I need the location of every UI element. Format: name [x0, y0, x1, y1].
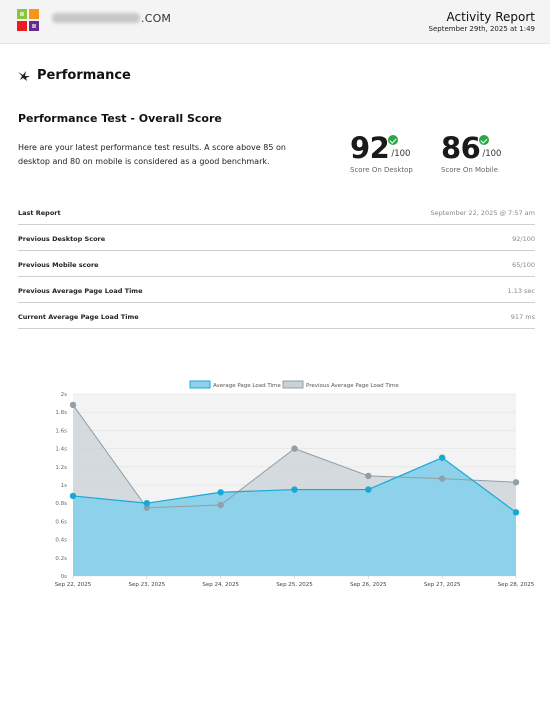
check-icon — [388, 135, 398, 145]
previous-load-time-point — [217, 501, 224, 509]
current-load-time-point — [512, 509, 520, 516]
stat-row-previous-load-time: Previous Average Page Load Time 1.13 sec — [18, 277, 535, 303]
stat-value: September 22, 2025 @ 7:57 am — [430, 209, 535, 217]
previous-load-time-point — [143, 504, 151, 511]
stat-row-last-report: Last Report September 22, 2025 @ 7:57 am — [18, 199, 535, 225]
legend-label-previous: Previous Average Page Load Time — [306, 383, 399, 389]
current-load-time-area — [73, 457, 516, 576]
stats-table: Last Report September 22, 2025 @ 7:57 am… — [18, 199, 535, 329]
test-description: Here are your latest performance test re… — [18, 143, 286, 166]
check-icon — [479, 135, 489, 145]
x-tick-label: Sep 25, 2025 — [276, 582, 313, 588]
legend-swatch-current — [189, 380, 211, 389]
domain-suffix: .COM — [141, 12, 172, 25]
current-load-time-point — [143, 500, 151, 507]
mobile-score: 86/100 Score On Mobile — [441, 131, 502, 174]
x-tick-label: Sep 22, 2025 — [55, 582, 92, 588]
y-tick-label: 1.6s — [55, 428, 67, 434]
current-load-time-point — [217, 489, 224, 496]
stat-value: 1.13 sec — [507, 287, 536, 295]
x-tick-label: Sep 23, 2025 — [129, 582, 166, 588]
stat-label: Last Report — [18, 209, 61, 217]
previous-load-time-point — [291, 445, 298, 452]
desktop-score-value: 92 — [350, 131, 390, 165]
report-date: September 29th, 2025 at 1:49 — [428, 25, 535, 33]
mobile-score-max: /100 — [482, 149, 502, 159]
stat-row-previous-mobile-score: Previous Mobile score 65/100 — [18, 251, 535, 277]
y-tick-label: 1.8s — [55, 410, 67, 416]
y-tick-label: 2s — [61, 392, 67, 398]
current-load-time-point — [69, 492, 77, 500]
current-load-time-point — [291, 486, 298, 493]
desktop-score-label: Score On Desktop — [350, 166, 413, 174]
mobile-score-value: 86 — [441, 131, 481, 165]
report-title: Activity Report — [446, 10, 535, 24]
stat-value: 65/100 — [512, 261, 535, 269]
stat-value: 92/100 — [512, 235, 535, 243]
site-domain: .COM — [52, 12, 171, 25]
section-title: Performance — [37, 68, 131, 83]
mobile-score-label: Score On Mobile — [441, 166, 498, 174]
stat-value: 917 ms — [510, 313, 535, 321]
stat-label: Previous Average Page Load Time — [18, 287, 143, 295]
current-load-time-point — [438, 454, 446, 461]
x-tick-label: Sep 27, 2025 — [424, 582, 461, 588]
stat-row-current-load-time: Current Average Page Load Time 917 ms — [18, 303, 535, 329]
logo-icon — [17, 9, 39, 31]
x-tick-label: Sep 26, 2025 — [350, 582, 387, 588]
x-tick-label: Sep 24, 2025 — [202, 582, 239, 588]
report-header: .COM Activity Report September 29th, 202… — [0, 0, 550, 44]
legend-swatch-previous — [282, 380, 304, 389]
y-tick-label: 1.4s — [55, 447, 67, 453]
redacted-domain — [52, 13, 140, 23]
y-tick-label: 0s — [61, 574, 67, 580]
previous-load-time-point — [365, 472, 372, 480]
legend-label-current: Average Page Load Time — [213, 383, 281, 389]
stat-row-previous-desktop-score: Previous Desktop Score 92/100 — [18, 225, 535, 251]
stat-label: Previous Desktop Score — [18, 235, 106, 243]
desktop-score-max: /100 — [391, 149, 411, 159]
previous-load-time-point — [512, 479, 520, 486]
page-load-time-chart: 0s 0.2s 0.4s 0.6s 0.8s 1s 1.2s 1.4s 1.6s 1.8s 2s Se… — [55, 380, 535, 588]
section-header: Performance — [17, 68, 131, 83]
test-title: Performance Test - Overall Score — [18, 112, 222, 125]
current-load-time-point — [365, 486, 372, 493]
y-tick-label: 1.2s — [55, 465, 67, 471]
chart-legend: Average Page Load Time Previous Average P… — [189, 380, 399, 389]
y-tick-label: 0.2s — [55, 556, 67, 562]
previous-load-time-point — [69, 401, 77, 409]
x-tick-label: Sep 28, 2025 — [498, 582, 535, 588]
previous-load-time-point — [438, 475, 446, 482]
stat-label: Previous Mobile score — [18, 261, 99, 269]
y-tick-label: 0.8s — [55, 501, 67, 507]
y-tick-label: 0.4s — [55, 538, 67, 544]
stat-label: Current Average Page Load Time — [18, 313, 139, 321]
y-tick-label: 1s — [61, 483, 67, 489]
bird-icon — [18, 70, 30, 81]
y-tick-label: 0.6s — [55, 519, 67, 525]
desktop-score: 92/100 Score On Desktop — [350, 131, 413, 174]
